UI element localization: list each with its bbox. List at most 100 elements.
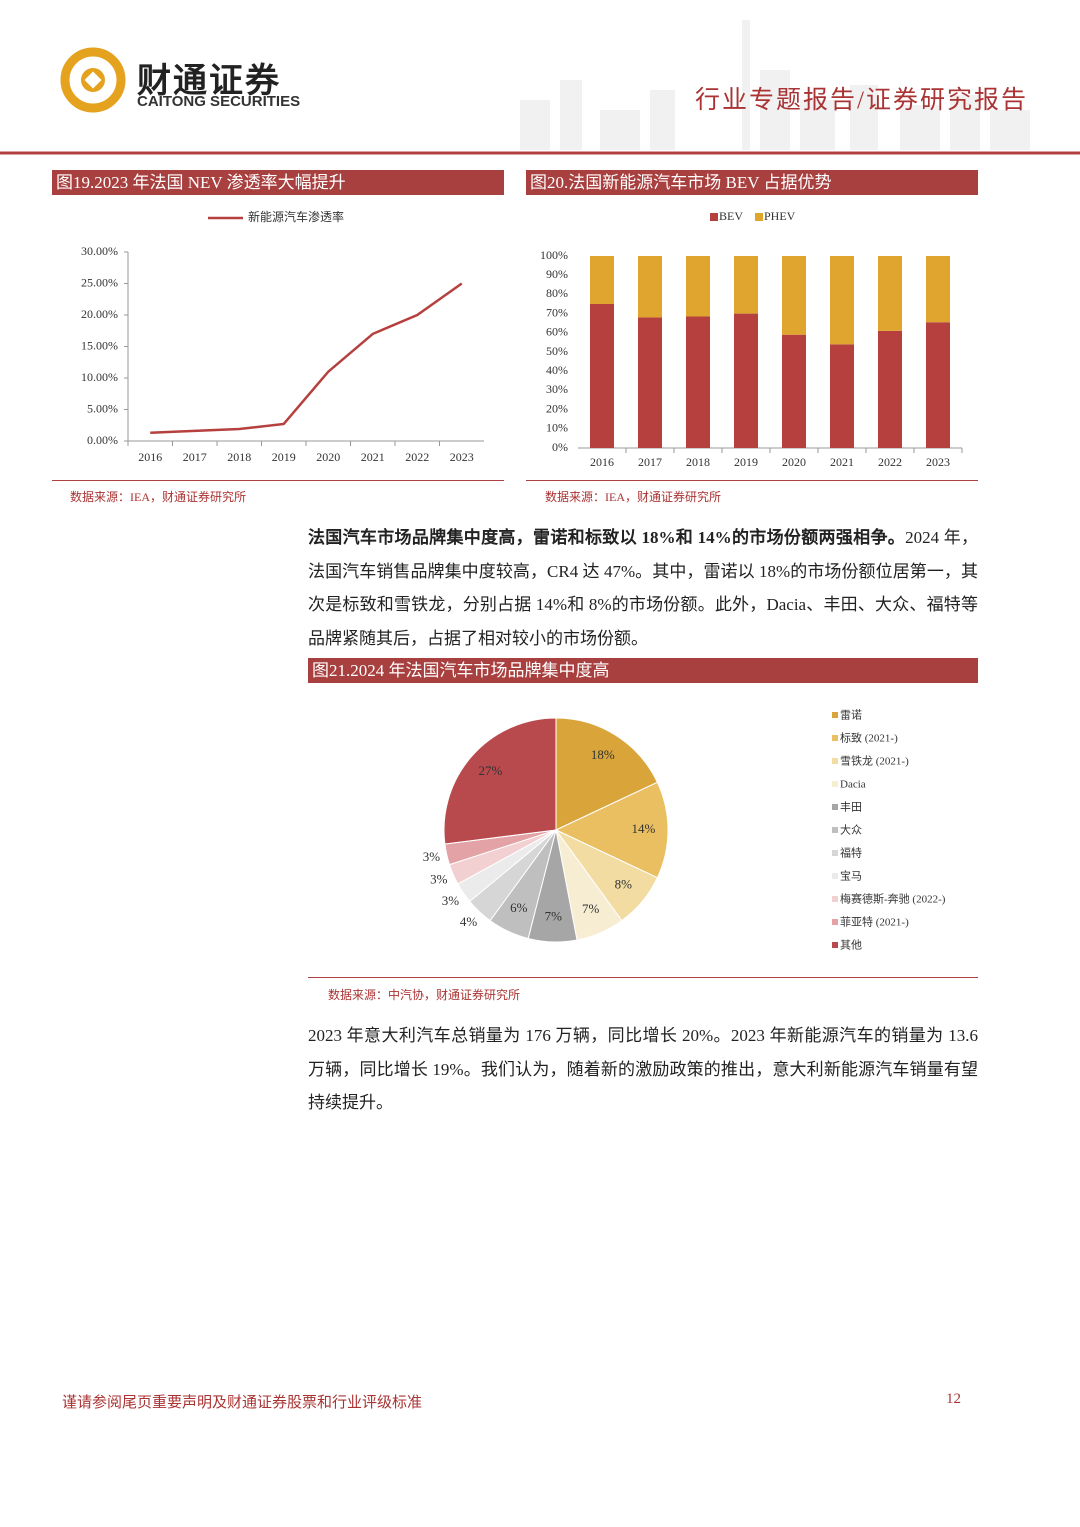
pie-slice xyxy=(554,781,669,879)
disclaimer: 谨请参阅尾页重要声明及财通证券股票和行业评级标准 xyxy=(62,1395,423,1411)
lead: 法国汽车市场品牌集中度高，雷诺和标致以 18%和 14%的市场份额两强相争。 xyxy=(308,528,906,547)
y-tick-label: 100% xyxy=(540,248,568,262)
value-label: 18% xyxy=(591,747,615,762)
y-tick-label: 10% xyxy=(546,421,568,435)
rule xyxy=(308,977,978,978)
report-type: 行业专题报告/证券研究报告 xyxy=(695,87,1028,114)
bar xyxy=(638,317,662,448)
legend-label: Dacia xyxy=(840,779,866,791)
rule xyxy=(526,480,978,481)
x-tick-label: 2018 xyxy=(227,450,251,464)
y-tick-label: 10.00% xyxy=(81,370,118,384)
y-tick-label: 30% xyxy=(546,382,568,396)
bar xyxy=(878,330,902,448)
value-label: 8% xyxy=(615,877,633,892)
legend-swatch xyxy=(832,850,838,856)
x-tick-label: 2017 xyxy=(638,455,662,469)
x-tick-label: 2016 xyxy=(138,450,162,464)
bar xyxy=(782,334,806,448)
y-tick-label: 80% xyxy=(546,286,568,300)
y-tick-label: 0.00% xyxy=(87,433,118,447)
legend-swatch xyxy=(755,213,763,221)
legend-label: 其他 xyxy=(840,939,862,952)
bar xyxy=(926,322,950,448)
value-label: 7% xyxy=(545,908,563,923)
y-tick-label: 50% xyxy=(546,344,568,358)
x-tick-label: 2022 xyxy=(878,455,902,469)
value-label: 3% xyxy=(430,872,448,887)
y-tick-label: 25.00% xyxy=(81,275,118,289)
x-tick-label: 2023 xyxy=(926,455,950,469)
text: 2023 年意大利汽车总销量为 176 万辆，同比增长 20%。2023 年新能… xyxy=(308,1026,978,1112)
text: 2024 年，法国汽车销售品牌集中度较高，CR4 达 47%。其中，雷诺以 18… xyxy=(308,528,978,648)
y-tick-label: 40% xyxy=(546,363,568,377)
source: 数据来源：中汽协，财通证券研究所 xyxy=(328,988,521,1002)
legend-swatch xyxy=(710,213,718,221)
y-tick-label: 15.00% xyxy=(81,338,118,352)
x-tick-label: 2021 xyxy=(830,455,854,469)
legend-label: 梅赛德斯-奔驰 (2022-) xyxy=(840,892,946,906)
legend-label: 福特 xyxy=(840,846,862,860)
legend-label: 丰田 xyxy=(840,801,862,814)
legend-swatch xyxy=(832,827,838,833)
legend-swatch xyxy=(832,781,838,787)
paragraph: 法国汽车市场品牌集中度高，雷诺和标致以 18%和 14%的市场份额两强相争。20… xyxy=(308,521,978,655)
value-label: 7% xyxy=(582,901,600,916)
figure-title: 图19.2023 年法国 NEV 渗透率大幅提升 xyxy=(52,170,504,195)
legend-label: 雷诺 xyxy=(840,709,862,722)
bar xyxy=(782,256,806,335)
legend-label: BEV xyxy=(719,209,743,223)
y-tick-label: 5.00% xyxy=(87,401,118,415)
paragraph: 2023 年意大利汽车总销量为 176 万辆，同比增长 20%。2023 年新能… xyxy=(308,1019,978,1120)
value-label: 6% xyxy=(510,900,528,915)
pie-slice xyxy=(443,717,557,845)
x-tick-label: 2017 xyxy=(183,450,207,464)
x-tick-label: 2023 xyxy=(450,450,474,464)
figure-title: 图21.2024 年法国汽车市场品牌集中度高 xyxy=(308,658,978,683)
legend-label: 雪铁龙 (2021-) xyxy=(840,755,909,768)
bar xyxy=(590,304,614,448)
y-tick-label: 60% xyxy=(546,325,568,339)
pie-slice xyxy=(555,717,659,831)
x-tick-label: 2022 xyxy=(405,450,429,464)
legend-label: 宝马 xyxy=(840,869,862,883)
source: 数据来源：IEA，财通证券研究所 xyxy=(545,490,721,504)
legend-swatch xyxy=(832,919,838,925)
header-art xyxy=(0,20,1080,155)
bar xyxy=(830,256,854,345)
value-label: 3% xyxy=(423,849,441,864)
pie-chart: 18% 雷诺 14% 标致 (2021-) 8% 雪铁龙 (2021-) 7% Dacia 7%… xyxy=(423,709,946,952)
x-tick-label: 2018 xyxy=(686,455,710,469)
value-label: 14% xyxy=(631,821,655,836)
x-tick-label: 2020 xyxy=(782,455,806,469)
legend-swatch xyxy=(832,873,838,879)
bar xyxy=(686,256,710,317)
rule xyxy=(52,480,504,481)
y-tick-label: 30.00% xyxy=(81,244,118,258)
legend-swatch xyxy=(832,712,838,718)
y-tick-label: 90% xyxy=(546,267,568,281)
y-tick-label: 20% xyxy=(546,401,568,415)
logo-en: CAITONG SECURITIES xyxy=(137,93,301,110)
legend-label: 大众 xyxy=(840,823,862,837)
value-label: 4% xyxy=(460,914,478,929)
legend-label: 标致 (2021-) xyxy=(840,731,898,745)
value-label: 3% xyxy=(442,893,460,908)
legend-label: 菲亚特 (2021-) xyxy=(840,915,909,929)
y-tick-label: 0% xyxy=(552,440,568,454)
legend-swatch xyxy=(832,735,838,741)
legend-label: PHEV xyxy=(764,209,796,223)
y-tick-label: 70% xyxy=(546,305,568,319)
x-tick-label: 2019 xyxy=(272,450,296,464)
bar xyxy=(734,313,758,448)
bar xyxy=(830,344,854,448)
logo xyxy=(60,47,126,113)
x-tick-label: 2019 xyxy=(734,455,758,469)
legend-swatch xyxy=(832,804,838,810)
bar xyxy=(590,256,614,304)
source: 数据来源：IEA，财通证券研究所 xyxy=(70,490,246,504)
legend-label: 新能源汽车渗透率 xyxy=(248,209,344,224)
value-label: 27% xyxy=(479,763,503,778)
x-tick-label: 2020 xyxy=(316,450,340,464)
